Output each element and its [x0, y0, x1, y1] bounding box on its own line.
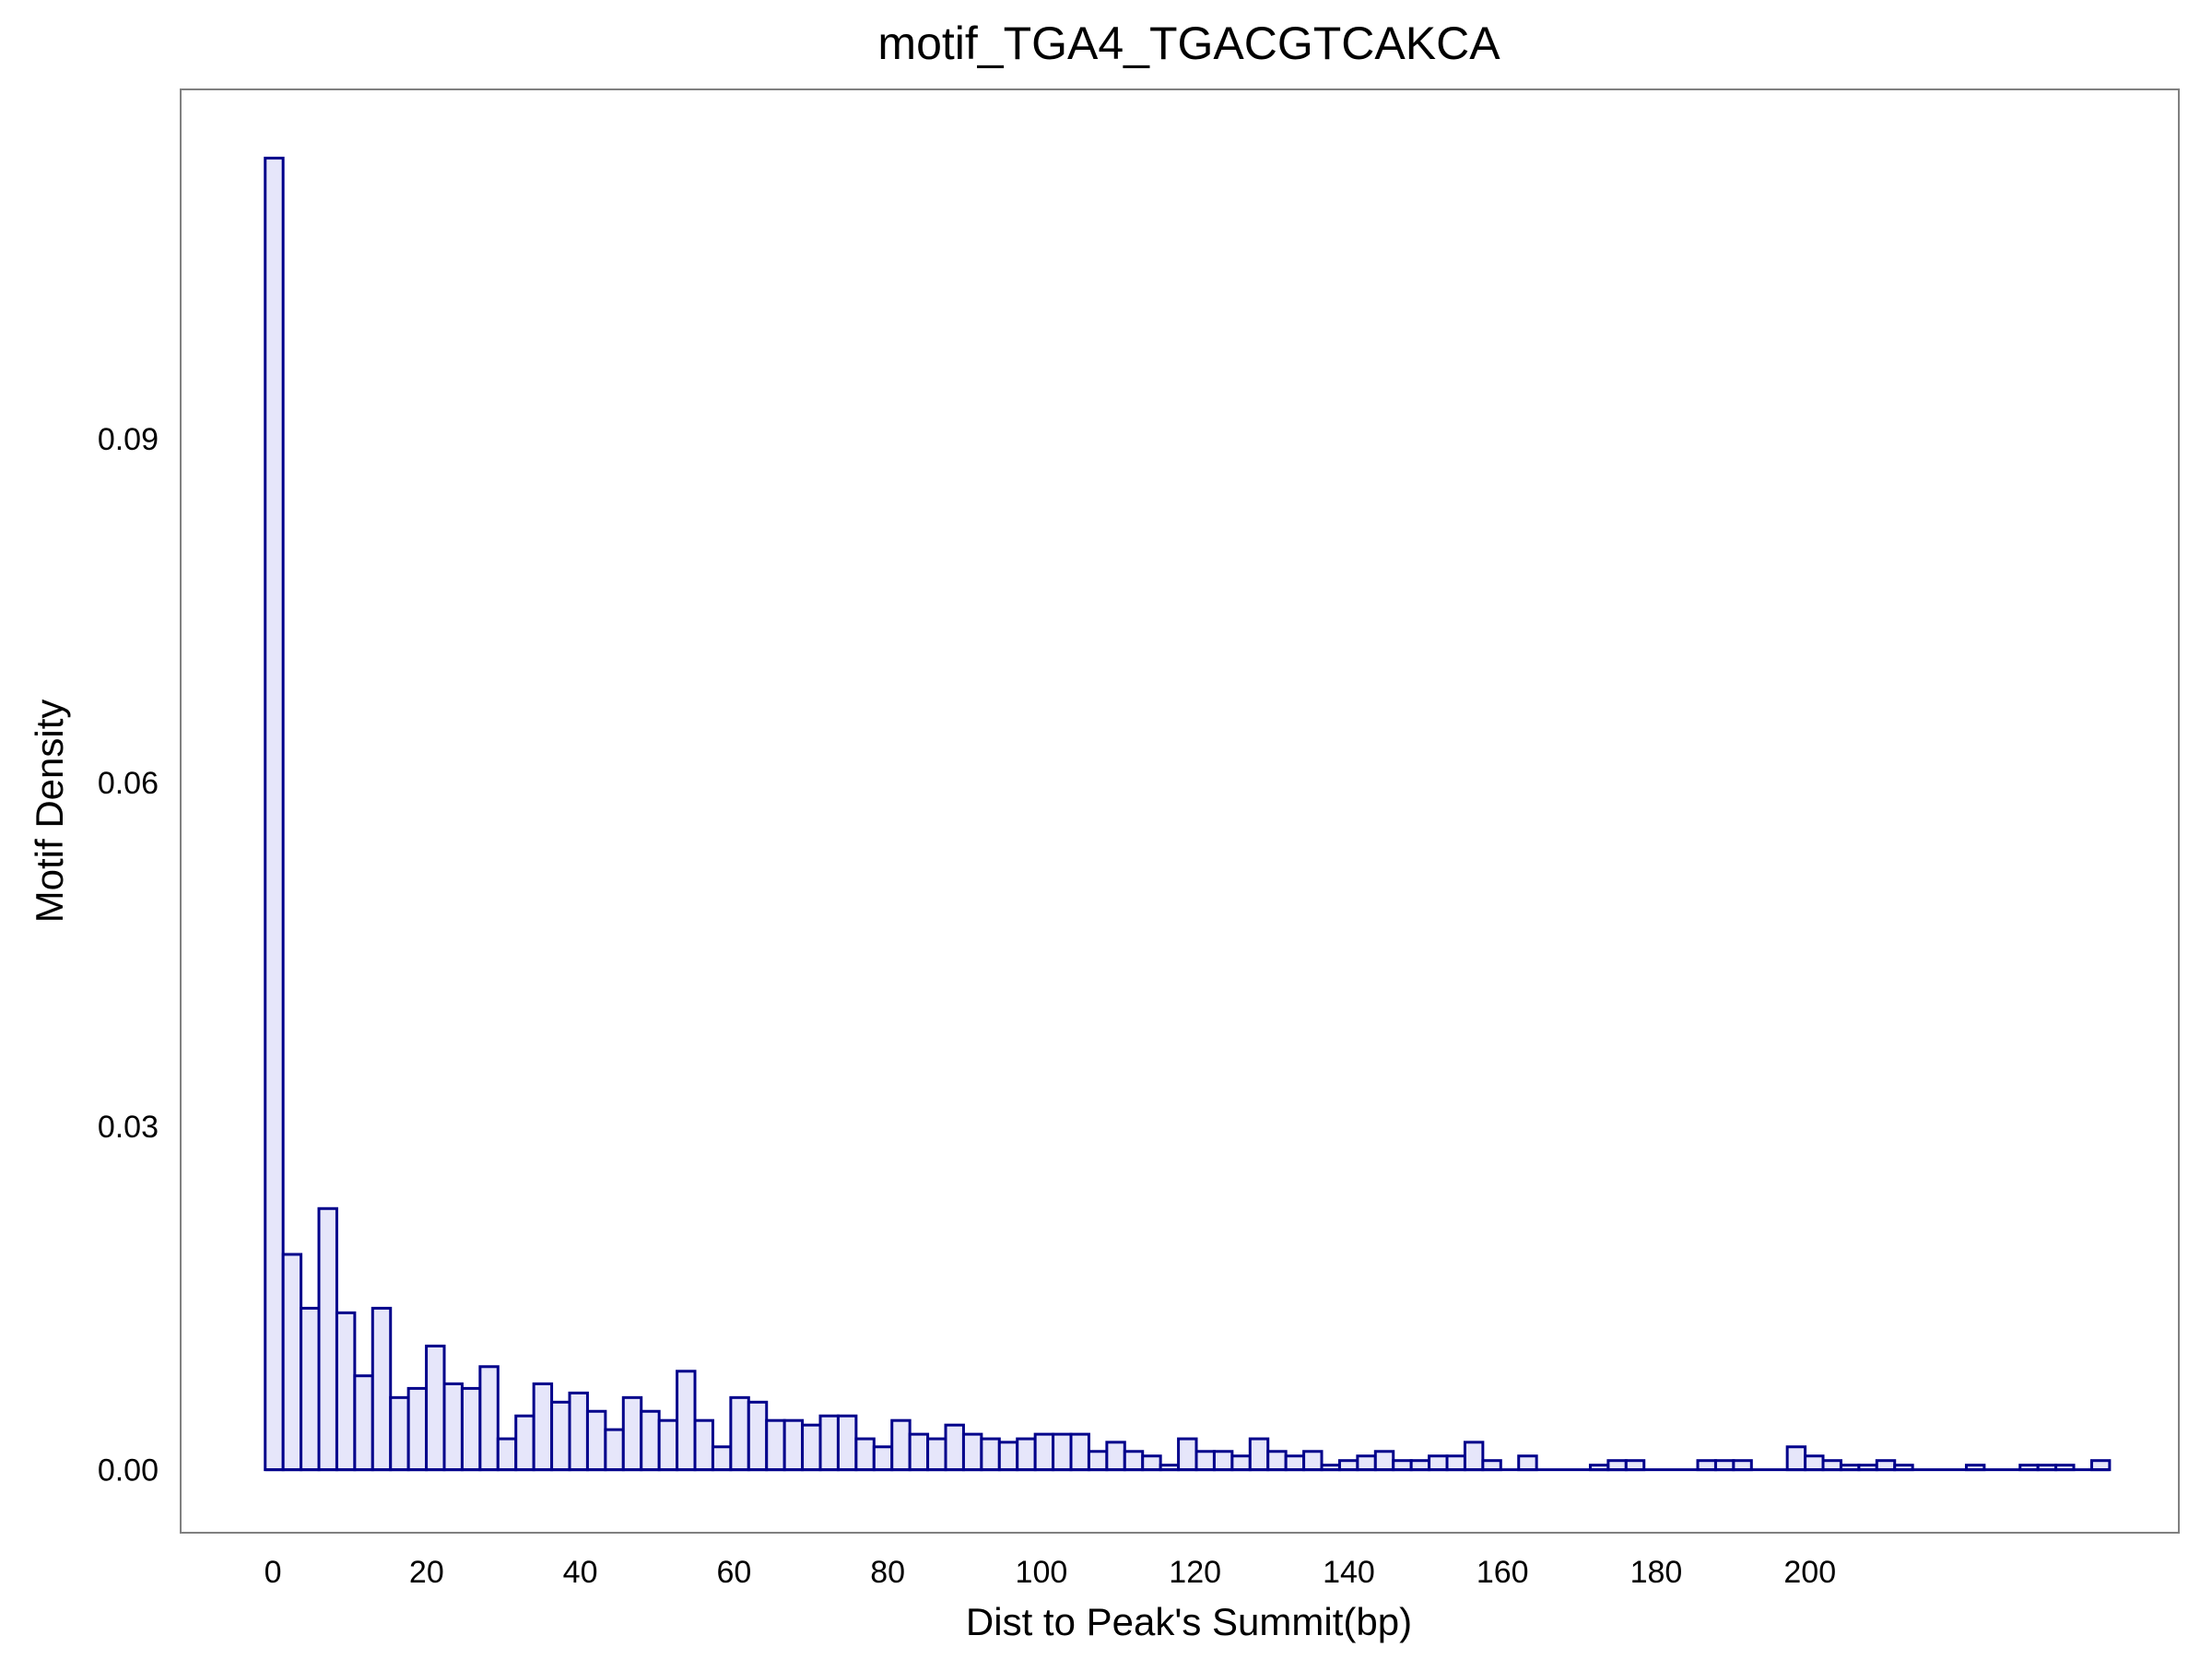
- histogram-bar: [926, 1437, 947, 1472]
- histogram-bar: [568, 1391, 589, 1472]
- histogram-bar: [1123, 1450, 1145, 1472]
- x-axis-ticks: 0 20 40 60 80 100 120 140 160 180 200: [265, 1555, 1837, 1590]
- x-tick-label: 0: [265, 1555, 282, 1590]
- histogram-bar: [640, 1409, 661, 1472]
- histogram-bar: [657, 1418, 679, 1472]
- histogram-bar: [532, 1382, 554, 1472]
- histogram-bar: [747, 1400, 769, 1472]
- histogram-bar: [836, 1414, 858, 1472]
- y-tick-label: 0.00: [98, 1453, 159, 1488]
- histogram-bar: [550, 1400, 571, 1472]
- histogram-bar: [621, 1395, 643, 1472]
- histogram-bar: [406, 1386, 429, 1472]
- x-tick-label: 160: [1477, 1555, 1529, 1590]
- histogram-bar: [317, 1206, 338, 1472]
- histogram-bar: [1105, 1441, 1126, 1472]
- x-axis-label: Dist to Peak's Summit(bp): [966, 1600, 1412, 1643]
- y-axis-label: Motif Density: [28, 700, 71, 924]
- histogram-bar: [300, 1306, 321, 1472]
- histogram-bar: [782, 1418, 805, 1472]
- histogram-bar: [1445, 1454, 1466, 1472]
- histogram-bar: [1284, 1454, 1306, 1472]
- histogram-bar: [801, 1423, 822, 1472]
- histogram-bar: [389, 1395, 410, 1472]
- histogram-bar: [1212, 1450, 1234, 1472]
- histogram-bar: [1230, 1454, 1252, 1472]
- histogram-bar: [264, 157, 285, 1472]
- x-tick-label: 40: [563, 1555, 598, 1590]
- histogram-bar: [676, 1370, 697, 1472]
- histogram-bar: [854, 1437, 876, 1472]
- histogram-bar: [711, 1445, 733, 1472]
- histogram-bar: [371, 1306, 393, 1472]
- histogram-bar: [944, 1423, 965, 1472]
- histogram-bar: [961, 1432, 983, 1472]
- histogram-bar: [693, 1418, 714, 1472]
- histogram-bar: [1194, 1450, 1216, 1472]
- histogram-bar: [1248, 1437, 1270, 1472]
- histogram-bar: [1356, 1454, 1377, 1472]
- y-tick-label: 0.06: [98, 766, 159, 801]
- histogram-bar: [1033, 1432, 1055, 1472]
- histogram-bar: [729, 1395, 750, 1472]
- histogram-bar: [818, 1414, 840, 1472]
- histogram-bar: [335, 1311, 357, 1472]
- x-tick-label: 200: [1783, 1555, 1836, 1590]
- x-tick-label: 120: [1169, 1555, 1221, 1590]
- histogram-bar: [1016, 1437, 1037, 1472]
- histogram-bar: [765, 1418, 786, 1472]
- histogram-bar: [908, 1432, 930, 1472]
- x-tick-label: 80: [870, 1555, 905, 1590]
- histogram-bar: [604, 1428, 625, 1472]
- histogram-bar: [1266, 1450, 1288, 1472]
- histogram-bar: [1373, 1450, 1395, 1472]
- histogram-bar: [1804, 1454, 1825, 1472]
- histogram-bar: [1052, 1432, 1073, 1472]
- histogram-bar: [1087, 1450, 1109, 1472]
- histogram-bars: [264, 157, 2112, 1472]
- y-tick-label: 0.09: [98, 422, 159, 457]
- histogram-bar: [1785, 1445, 1807, 1472]
- x-tick-label: 60: [716, 1555, 751, 1590]
- histogram-bar: [997, 1441, 1019, 1472]
- histogram-bar: [980, 1437, 1001, 1472]
- chart-title: motif_TGA4_TGACGTCAKCA: [877, 18, 1500, 69]
- y-tick-label: 0.03: [98, 1110, 159, 1145]
- y-axis-ticks: 0.00 0.03 0.06 0.09: [98, 422, 159, 1488]
- histogram-bar: [442, 1382, 464, 1472]
- x-tick-label: 100: [1016, 1555, 1068, 1590]
- histogram-bar: [1302, 1450, 1324, 1472]
- histogram-bar: [585, 1409, 607, 1472]
- x-tick-label: 180: [1630, 1555, 1683, 1590]
- histogram-bar: [872, 1445, 894, 1472]
- histogram-bar: [514, 1414, 535, 1472]
- histogram-bar: [425, 1344, 446, 1472]
- histogram-bar: [281, 1253, 303, 1472]
- x-tick-label: 20: [409, 1555, 444, 1590]
- histogram-bar: [1463, 1441, 1485, 1472]
- histogram-bar: [1141, 1454, 1162, 1472]
- histogram-bar: [460, 1386, 482, 1472]
- histogram-bar: [1428, 1454, 1449, 1472]
- plot-frame: [180, 88, 2180, 1534]
- histogram-bar: [353, 1374, 374, 1472]
- histogram-bar: [890, 1418, 912, 1472]
- histogram-bar: [1517, 1454, 1538, 1472]
- histogram-bar: [478, 1365, 500, 1472]
- histogram-bar: [496, 1437, 518, 1472]
- x-tick-label: 140: [1323, 1555, 1375, 1590]
- histogram-bar: [1069, 1432, 1090, 1472]
- histogram-bar: [1177, 1437, 1198, 1472]
